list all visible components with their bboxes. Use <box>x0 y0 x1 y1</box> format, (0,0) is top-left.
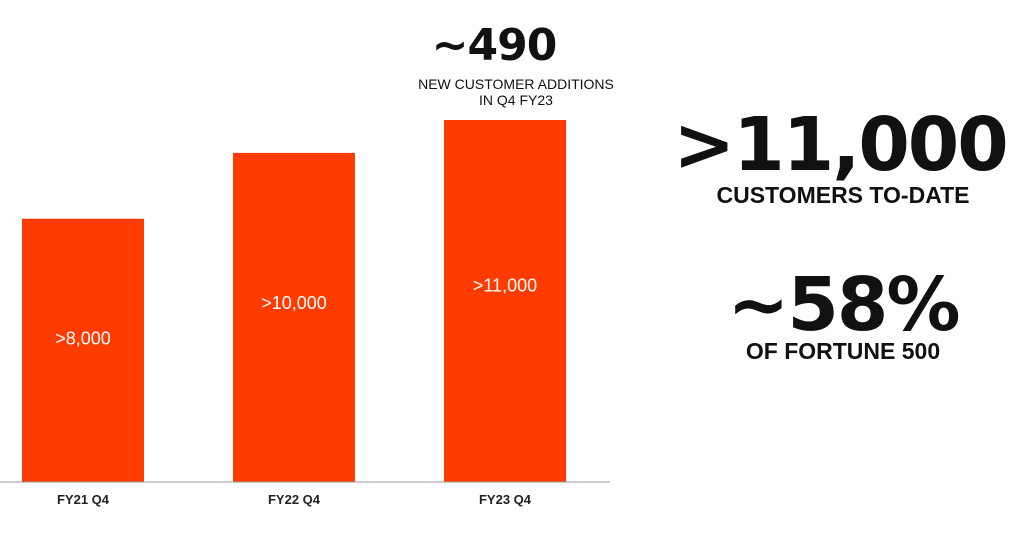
x-tick-label-0: FY21 Q4 <box>57 492 110 507</box>
x-tick-label-1: FY22 Q4 <box>268 492 321 507</box>
customers-stat-label: CUSTOMERS TO-DATE <box>716 182 970 208</box>
bar-data-label-1: >10,000 <box>261 293 327 313</box>
bars-group <box>22 120 566 482</box>
fortune-stat-label: OF FORTUNE 500 <box>745 338 941 364</box>
callout-caption-line2: IN Q4 FY23 <box>479 92 553 108</box>
new-customer-additions-value: ~490 <box>431 20 558 71</box>
bar-labels-group: >8,000 >10,000 >11,000 <box>55 275 537 348</box>
fortune-stat: ~58% OF FORTUNE 500 <box>650 262 1020 365</box>
x-tick-label-2: FY23 Q4 <box>479 492 532 507</box>
new-customer-additions-caption: NEW CUSTOMER ADDITIONS IN Q4 FY23 <box>384 76 648 108</box>
bar-2 <box>444 120 566 482</box>
bar-0 <box>22 218 144 482</box>
customer-bar-chart: >8,000 >10,000 >11,000 FY21 Q4 FY22 Q4 FY23 … <box>0 120 610 507</box>
customers-stat-value: >11,000 <box>673 102 1009 188</box>
x-tick-labels-group: FY21 Q4 FY22 Q4 FY23 Q4 <box>57 492 532 507</box>
callout-caption-line1: NEW CUSTOMER ADDITIONS <box>418 76 614 92</box>
customers-stat: >11,000 CUSTOMERS TO-DATE <box>650 104 1020 209</box>
bar-1 <box>233 152 355 482</box>
bar-data-label-0: >8,000 <box>55 329 111 349</box>
bar-data-label-2: >11,000 <box>473 275 537 295</box>
fortune-stat-value: ~58% <box>727 262 960 348</box>
